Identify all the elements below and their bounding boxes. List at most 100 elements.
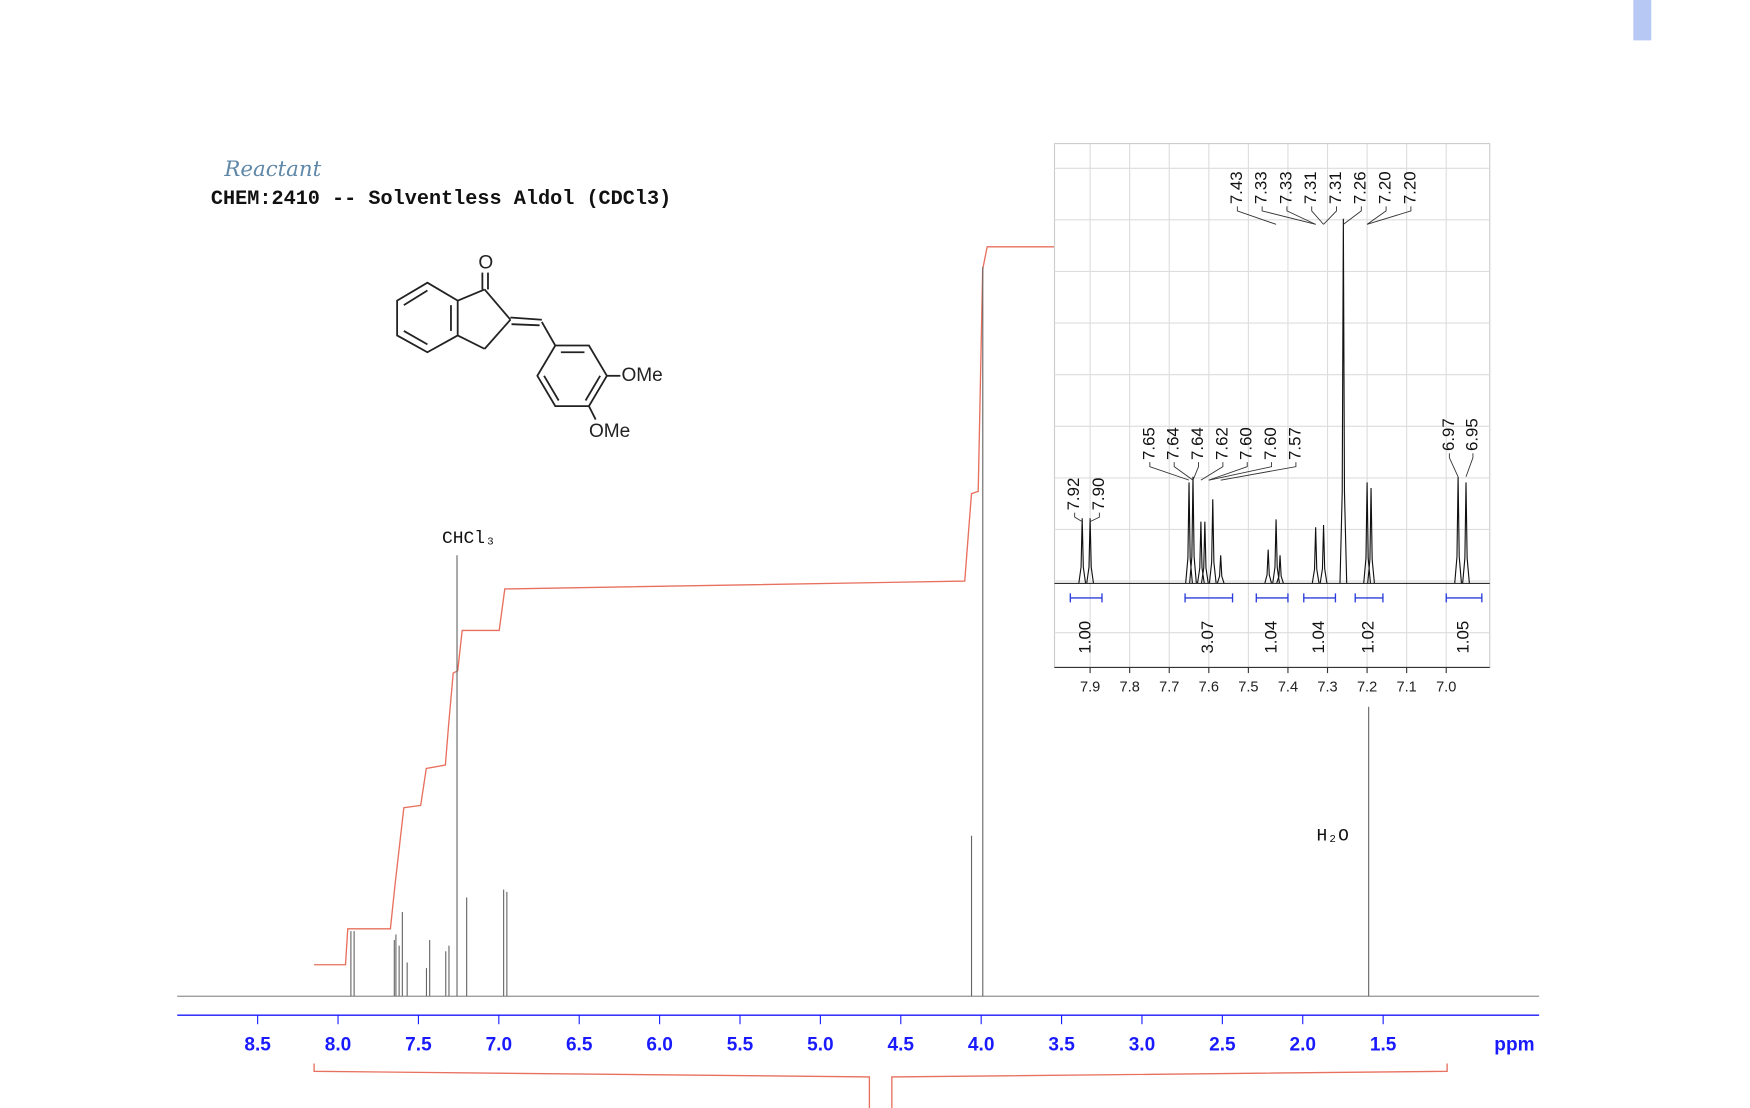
x-tick-label: 1.5: [1370, 1035, 1397, 1056]
peak-leader: [1173, 462, 1194, 481]
x-tick-label: 2.5: [1209, 1035, 1236, 1056]
integral-curve: [314, 246, 1055, 966]
solvent-label: H₂O: [1317, 826, 1349, 846]
inset-x-tick-label: 7.6: [1199, 680, 1219, 696]
integral-label: 1.00: [1076, 621, 1095, 654]
peak-leader: [1220, 462, 1297, 481]
inset-peak: [1200, 521, 1209, 584]
inset-peak: [1208, 499, 1217, 584]
integral-label: 1.02: [1359, 621, 1378, 654]
x-tick-label: 8.0: [325, 1035, 352, 1056]
inset-peak: [1462, 482, 1470, 584]
peak-label: 7.33: [1252, 171, 1271, 204]
peak-label: 7.57: [1285, 427, 1304, 460]
peak-leader: [1465, 453, 1474, 477]
x-tick-label: 6.5: [566, 1035, 593, 1056]
integral-range: [1303, 593, 1337, 603]
inset-x-tick-label: 7.8: [1120, 680, 1140, 696]
integral-range: [1184, 593, 1234, 603]
integral-label: 1.05: [1453, 621, 1472, 654]
scaled-layer: Reactant CHEM:2410 -- Solventless Aldol …: [177, 0, 1652, 1108]
peak-leader: [1311, 206, 1324, 225]
x-tick-label: 5.5: [727, 1035, 754, 1056]
peak-leader: [1192, 462, 1199, 481]
inset-frame: [1053, 143, 1491, 669]
peak-leader: [1236, 206, 1277, 225]
inset-x-tick-label: 7.1: [1397, 680, 1417, 696]
x-axis-label: ppm: [1494, 1035, 1534, 1056]
peak-leader: [1366, 206, 1412, 225]
integral-label: 3.07: [1198, 621, 1217, 654]
peak-leader: [1149, 462, 1190, 481]
integral-label: 1.04: [1262, 621, 1281, 654]
peak-label: 7.60: [1237, 427, 1256, 460]
structure-label: OMe: [589, 421, 630, 442]
peak-label: 7.92: [1064, 478, 1083, 511]
inset-peak: [1311, 527, 1320, 584]
inset-x-tick-label: 7.4: [1278, 680, 1298, 696]
inset-x-tick-label: 7.5: [1238, 680, 1258, 696]
peak-leader: [1200, 462, 1224, 481]
integral-range: [1069, 593, 1103, 603]
inset-peak: [1367, 487, 1375, 584]
peak-leader: [1261, 206, 1316, 225]
inset-peak: [1216, 555, 1225, 584]
handwritten-note: Reactant: [223, 157, 321, 182]
inset-peak: [1272, 519, 1281, 584]
x-tick-label: 4.0: [968, 1035, 995, 1056]
peak-leader: [1343, 206, 1362, 225]
inset-x-tick-label: 7.9: [1080, 680, 1100, 696]
peak-leader: [1323, 206, 1337, 225]
peak-label: 7.20: [1376, 171, 1395, 204]
peak-label: 7.33: [1276, 171, 1295, 204]
peak-label: 7.26: [1351, 171, 1370, 204]
peak-label: 7.31: [1326, 171, 1345, 204]
x-tick-label: 8.5: [244, 1035, 271, 1056]
integral-range: [1445, 593, 1483, 603]
integral-bracket: [313, 1063, 1448, 1108]
solvent-label: CHCl₃: [442, 529, 496, 549]
peak-leader: [1089, 512, 1100, 523]
inset-peak: [1086, 518, 1095, 584]
peak-label: 7.20: [1400, 171, 1419, 204]
inset-peak: [1078, 518, 1087, 584]
peak-leader: [1366, 206, 1387, 225]
inset-peak: [1319, 524, 1328, 584]
chart-title: CHEM:2410 -- Solventless Aldol (CDCl3): [211, 188, 671, 211]
structure-label: O: [478, 253, 493, 274]
peak-leader: [1208, 462, 1248, 481]
x-tick-label: 2.0: [1290, 1035, 1317, 1056]
peak-label: 6.97: [1439, 418, 1458, 451]
x-tick-label: 4.5: [888, 1035, 915, 1056]
corner-marker: [1633, 0, 1652, 41]
inset-x-tick-label: 7.3: [1317, 680, 1337, 696]
peak-label: 7.64: [1188, 427, 1207, 460]
inset-peak: [1189, 476, 1197, 584]
x-tick-label: 7.5: [405, 1035, 432, 1056]
structure: [396, 272, 621, 420]
peak-label: 7.60: [1261, 427, 1280, 460]
inset-peak: [1264, 549, 1273, 584]
x-tick-label: 3.5: [1048, 1035, 1075, 1056]
integral-range: [1354, 593, 1384, 603]
peak-leader: [1208, 462, 1273, 481]
x-tick-label: 6.0: [646, 1035, 673, 1056]
peak-label: 7.90: [1089, 478, 1108, 511]
inset-x-tick-label: 7.2: [1357, 680, 1377, 696]
peak-label: 7.64: [1164, 427, 1183, 460]
inset-peak: [1276, 555, 1284, 584]
peak-label: 7.62: [1212, 427, 1231, 460]
peak-leader: [1074, 512, 1083, 523]
x-tick-label: 7.0: [486, 1035, 513, 1056]
peak-leader: [1286, 206, 1316, 225]
inset-x-tick-label: 7.7: [1159, 680, 1179, 696]
integral-label: 1.04: [1309, 621, 1328, 654]
inset-x-tick-label: 7.0: [1436, 680, 1456, 696]
structure-label: OMe: [621, 365, 662, 386]
x-tick-label: 5.0: [807, 1035, 834, 1056]
peak-label: 7.43: [1227, 171, 1246, 204]
peak-label: 7.31: [1301, 171, 1320, 204]
peak-leader: [1448, 453, 1459, 477]
inset-peak: [1339, 218, 1348, 584]
